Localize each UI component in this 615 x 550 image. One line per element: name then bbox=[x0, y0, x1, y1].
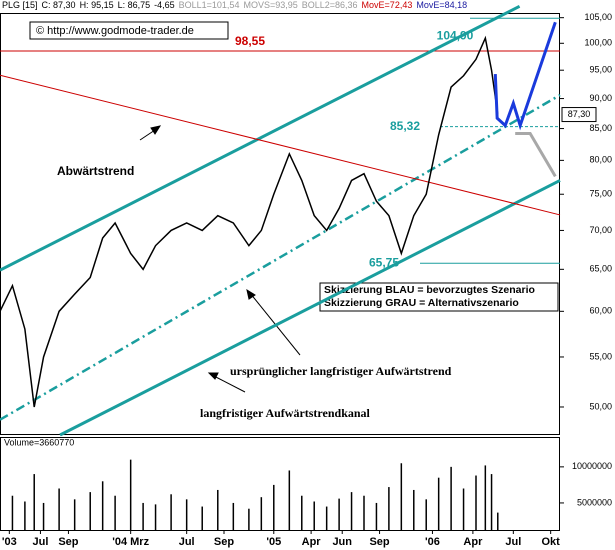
level-label: 65,75 bbox=[369, 255, 399, 269]
annotation: langfristiger Aufwärtstrendkanal bbox=[200, 406, 371, 420]
y-tick-label: 60,00 bbox=[589, 306, 612, 316]
volume-tick-label: 10000000 bbox=[572, 461, 612, 471]
header-item: C: 87,30 bbox=[41, 0, 76, 10]
copyright-box bbox=[29, 21, 229, 40]
header-item: L: 86,75 bbox=[117, 0, 151, 10]
x-tick-label: Sep bbox=[369, 536, 389, 548]
x-tick-label: '05 bbox=[266, 536, 281, 548]
header-item: PLG [15] bbox=[2, 0, 38, 10]
scenario-line bbox=[493, 21, 557, 131]
last-price-label: 87,30 bbox=[568, 109, 591, 119]
trend-line bbox=[0, 74, 561, 216]
plot-frame bbox=[0, 13, 560, 435]
x-tick-label: Jul bbox=[505, 536, 521, 548]
x-tick-label: '06 bbox=[425, 536, 440, 548]
level-label: 85,32 bbox=[390, 119, 420, 133]
header-item: H: 95,15 bbox=[79, 0, 114, 10]
last-price-box bbox=[561, 107, 597, 123]
header-item: BOLL2=86,36 bbox=[301, 0, 358, 10]
header-item: BOLL1=101,54 bbox=[178, 0, 240, 10]
trend-line bbox=[59, 179, 561, 437]
y-tick-label: 95,00 bbox=[589, 65, 612, 75]
x-tick-label: Apr bbox=[302, 536, 322, 548]
copyright: © http://www.godmode-trader.de bbox=[36, 25, 194, 37]
header-item: MovE=84,18 bbox=[416, 0, 468, 10]
x-tick-label: Sep bbox=[58, 536, 78, 548]
x-tick-label: Jul bbox=[179, 536, 195, 548]
header-item: -4,65 bbox=[154, 0, 175, 10]
y-tick-label: 50,00 bbox=[589, 401, 612, 411]
legend-text: Skizzierung GRAU = Alternativszenario bbox=[324, 297, 519, 309]
y-tick-label: 55,00 bbox=[589, 351, 612, 361]
y-tick-label: 70,00 bbox=[589, 225, 612, 235]
annotation: ursprünglicher langfristiger Aufwärtstre… bbox=[230, 364, 452, 378]
x-tick-label: Okt bbox=[541, 536, 560, 548]
arrows bbox=[139, 125, 301, 393]
header-item: MOVS=93,95 bbox=[243, 0, 298, 10]
legend-box bbox=[319, 282, 559, 312]
header-item: MovE=72,43 bbox=[361, 0, 413, 10]
x-tick-label: Sep bbox=[214, 536, 234, 548]
header: PLG [15] C: 87,30 H: 95,15 L: 86,75 -4,65 BOL… bbox=[2, 0, 471, 10]
x-tick-label: Jun bbox=[332, 536, 352, 548]
trend-line bbox=[0, 94, 561, 421]
y-tick-label: 75,00 bbox=[589, 189, 612, 199]
y-tick-label: 80,00 bbox=[589, 155, 612, 165]
y-tick-label: 100,00 bbox=[584, 38, 612, 48]
trend-line bbox=[0, 4, 521, 272]
x-tick-label: Apr bbox=[463, 536, 483, 548]
annotation: Abwärtstrend bbox=[57, 164, 134, 178]
level-label: 98,55 bbox=[235, 34, 265, 48]
price-line bbox=[0, 35, 499, 408]
legend-text: Skizzierung BLAU = bevorzugtes Szenario bbox=[324, 284, 535, 296]
x-tick-label: '03 bbox=[2, 536, 17, 548]
scenario-line bbox=[515, 132, 557, 178]
volume-tick-label: 5000000 bbox=[577, 497, 612, 507]
y-tick-label: 65,00 bbox=[589, 264, 612, 274]
y-tick-label: 85,00 bbox=[589, 123, 612, 133]
x-tick-label: '04 Mrz bbox=[112, 536, 149, 548]
y-tick-label: 90,00 bbox=[589, 93, 612, 103]
volume-label: Volume=3660770 bbox=[4, 437, 74, 447]
volume-frame bbox=[0, 437, 560, 531]
y-tick-label: 105,00 bbox=[584, 12, 612, 22]
level-label: 104,90 bbox=[437, 28, 474, 42]
x-tick-label: Jul bbox=[32, 536, 48, 548]
